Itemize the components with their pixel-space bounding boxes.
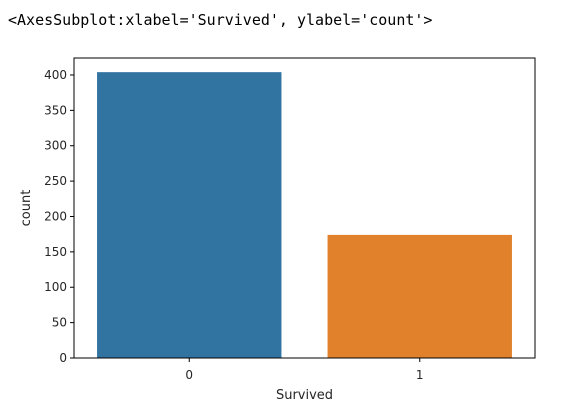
- y-tick-label: 0: [59, 351, 67, 365]
- y-tick-label: 150: [44, 245, 67, 259]
- y-tick-label: 100: [44, 280, 67, 294]
- bar-1: [327, 234, 512, 358]
- bar-0: [97, 72, 282, 358]
- cell-output-repr: <AxesSubplot:xlabel='Survived', ylabel='…: [8, 11, 433, 29]
- y-axis-label: count: [19, 190, 34, 227]
- x-axis-label: Survived: [276, 388, 333, 403]
- y-tick-label: 300: [44, 139, 67, 153]
- y-tick-label: 400: [44, 68, 67, 82]
- y-tick-label: 50: [52, 316, 67, 330]
- y-tick-label: 250: [44, 174, 67, 188]
- x-tick-label: 1: [416, 368, 424, 382]
- plot-frame: [73, 57, 536, 359]
- y-tick-label: 350: [44, 103, 67, 117]
- y-tick-label: 200: [44, 209, 67, 223]
- x-tick-label: 0: [185, 368, 193, 382]
